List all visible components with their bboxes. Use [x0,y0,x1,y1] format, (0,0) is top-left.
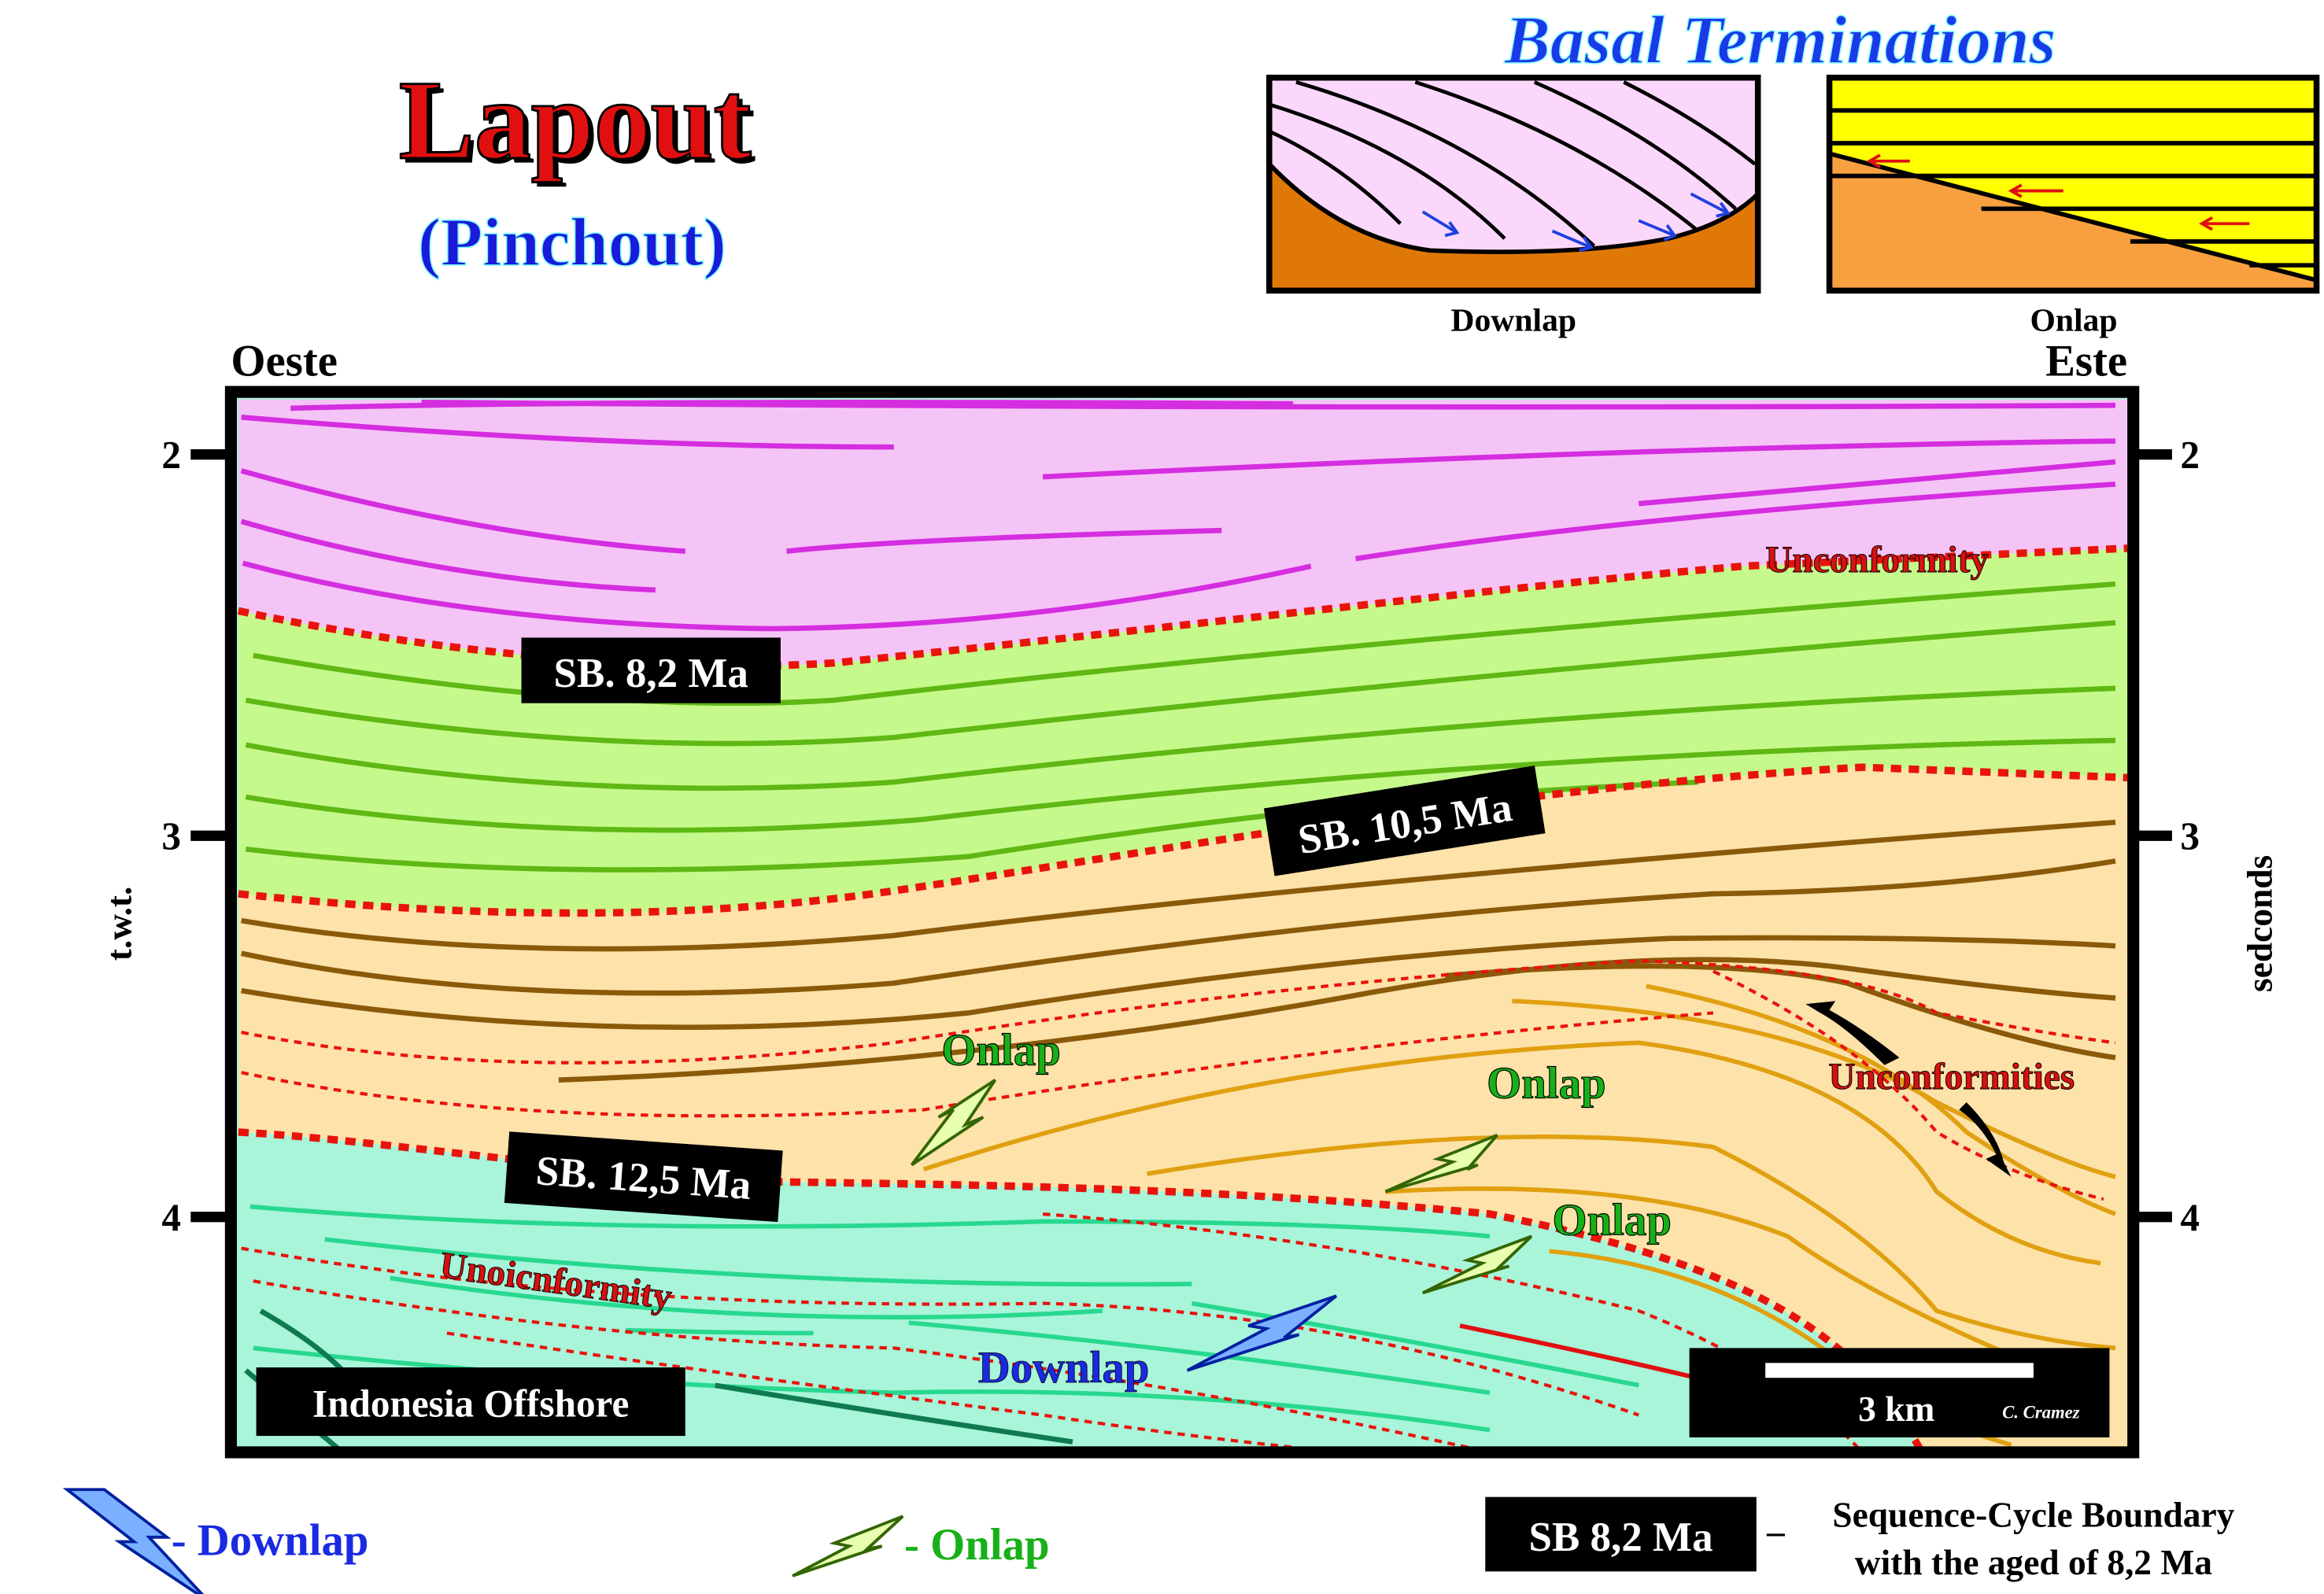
onlap-label: Onlap [1487,1058,1605,1108]
inset-right-label: Onlap [2030,303,2117,339]
right-axis-label: sedconds [2241,855,2280,992]
downlap-inset [1266,74,1761,294]
inset-title: Basal Terminations [1504,2,2056,78]
legend-text: with the aged of 8,2 Ma [1855,1543,2212,1582]
onlap-icon [792,1515,904,1577]
onlap-label: Onlap [1552,1196,1671,1245]
location-label: Indonesia Offshore [312,1382,629,1425]
legend-onlap: - Onlap [904,1520,1050,1570]
scale-label: 3 km [1858,1389,1934,1429]
title: Lapout [399,58,752,183]
downlap-label: Downlap [978,1343,1150,1393]
right-tick-label: 4 [2180,1196,2200,1239]
right-ticks [2133,448,2172,1223]
downlap-icon [62,1488,205,1594]
author-label: C. Cramez [2002,1402,2080,1422]
subtitle: (Pinchout) [418,204,726,280]
left-ticks [190,448,231,1223]
unconformities-label: Unconformities [1828,1057,2075,1098]
left-tick-label: 2 [161,434,181,477]
legend-dash: – [1766,1511,1786,1551]
west-label: Oeste [231,336,338,386]
east-label: Este [2045,336,2127,386]
onlap-inset [1826,74,2320,294]
onlap-label: Onlap [941,1026,1060,1076]
legend-boundary-box: SB 8,2 Ma [1528,1515,1713,1560]
legend-text: Sequence-Cycle Boundary [1832,1496,2234,1535]
title-shadow: Lapout [403,63,756,188]
left-tick-label: 4 [161,1196,181,1239]
inset-left-label: Downlap [1450,303,1576,339]
seismic-section [224,386,2140,1459]
left-tick-label: 3 [161,814,181,858]
right-tick-label: 2 [2180,434,2200,477]
left-axis-label: t.w.t. [100,887,139,961]
right-tick-label: 3 [2180,814,2200,858]
boundary-label: SB. 8,2 Ma [554,651,748,696]
legend-downlap: - Downlap [172,1516,369,1566]
unconformity-label: Unconformity [1765,540,1989,581]
